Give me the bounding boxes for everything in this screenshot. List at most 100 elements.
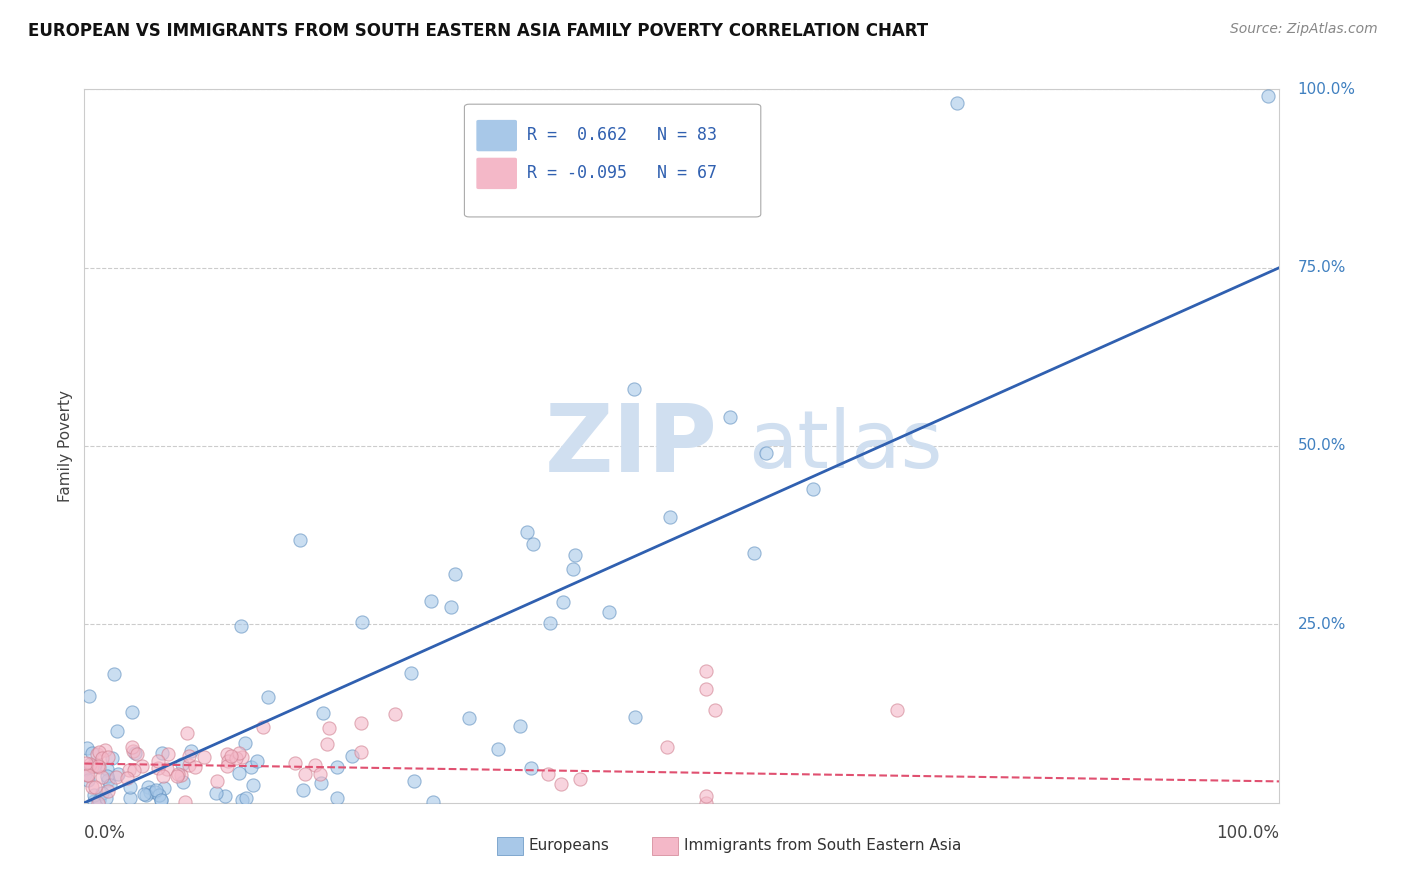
Point (107, 766, 129, 780)
Point (562, 562, 585, 576)
Point (167, 766, 190, 780)
Point (89, 746, 111, 760)
Point (704, 703, 727, 717)
Point (180, 744, 202, 758)
Point (1257, 89, 1279, 103)
Point (422, 795, 444, 809)
Point (231, 793, 253, 807)
Point (121, 744, 143, 758)
Point (90, 751, 112, 765)
Point (598, 605, 620, 619)
Point (340, 748, 363, 763)
Point (96, 769, 118, 783)
Point (624, 710, 647, 724)
Point (486, 742, 509, 756)
Point (73, 762, 96, 776)
Point (946, 96, 969, 111)
Point (245, 754, 267, 768)
Y-axis label: Family Poverty: Family Poverty (58, 390, 73, 502)
Point (537, 767, 560, 781)
Point (172, 775, 194, 789)
Point (83, 759, 105, 773)
Point (404, 774, 426, 789)
Text: 75.0%: 75.0% (1298, 260, 1346, 275)
Point (118, 780, 141, 795)
Point (316, 737, 339, 751)
Point (149, 792, 172, 806)
Text: ZIP: ZIP (544, 400, 717, 492)
Text: 25.0%: 25.0% (1298, 617, 1346, 632)
Point (401, 666, 423, 681)
Text: Immigrants from South Eastern Asia: Immigrants from South Eastern Asia (685, 838, 962, 853)
Point (569, 772, 592, 786)
Point (312, 706, 335, 720)
Point (235, 791, 257, 805)
Point (156, 747, 179, 761)
Point (225, 751, 247, 765)
Point (444, 567, 467, 582)
Point (564, 548, 586, 562)
Point (177, 757, 200, 772)
Point (138, 780, 160, 794)
Point (176, 726, 198, 740)
Point (215, 759, 238, 773)
Point (440, 599, 463, 614)
Point (550, 777, 572, 791)
Point (121, 739, 143, 754)
Point (86, 747, 108, 761)
Point (886, 703, 908, 717)
Text: atlas: atlas (748, 407, 942, 485)
Point (256, 690, 278, 704)
Point (538, 616, 561, 631)
Point (146, 755, 169, 769)
Point (520, 761, 543, 775)
Point (350, 716, 373, 731)
Point (217, 754, 239, 768)
Point (118, 763, 141, 777)
Point (217, 747, 239, 762)
Point (97, 773, 120, 788)
Point (294, 767, 316, 781)
FancyBboxPatch shape (477, 120, 517, 152)
Text: 100.0%: 100.0% (1216, 824, 1279, 842)
Point (284, 756, 307, 770)
Point (193, 750, 215, 764)
Point (659, 510, 682, 524)
FancyBboxPatch shape (464, 104, 761, 217)
Point (79, 757, 101, 772)
Point (458, 711, 481, 725)
Point (326, 790, 349, 805)
Point (125, 747, 148, 761)
Point (77, 689, 100, 703)
FancyBboxPatch shape (496, 837, 523, 855)
Point (516, 524, 538, 539)
Point (83, 788, 105, 802)
Point (214, 789, 236, 804)
Text: EUROPEAN VS IMMIGRANTS FROM SOUTH EASTERN ASIA FAMILY POVERTY CORRELATION CHART: EUROPEAN VS IMMIGRANTS FROM SOUTH EASTER… (28, 22, 928, 40)
Point (107, 724, 129, 739)
Point (76, 767, 98, 781)
Point (135, 788, 157, 802)
Point (173, 795, 195, 809)
Point (204, 786, 226, 800)
Point (121, 706, 143, 720)
Point (522, 537, 544, 551)
Point (228, 746, 250, 760)
Point (131, 759, 153, 773)
Point (122, 763, 145, 777)
Point (76, 768, 98, 782)
Point (326, 759, 349, 773)
Point (98, 778, 121, 792)
Point (551, 594, 574, 608)
Text: Europeans: Europeans (529, 838, 610, 853)
Point (90, 786, 112, 800)
Point (252, 720, 274, 734)
Point (228, 766, 250, 780)
Point (233, 737, 256, 751)
Point (170, 756, 193, 771)
Point (77, 773, 100, 788)
Point (350, 745, 373, 759)
Point (309, 775, 332, 789)
Point (75, 756, 97, 770)
Point (94, 743, 117, 757)
